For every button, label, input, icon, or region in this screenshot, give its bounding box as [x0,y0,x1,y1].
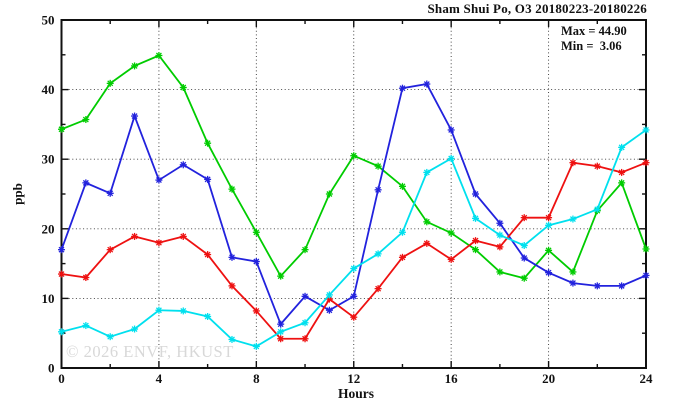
x-tick-labels: 0 4 8 12 16 20 24 [58,371,653,386]
y-axis-title: ppb [10,183,25,205]
series-red [58,159,650,343]
svg-text:12: 12 [347,371,360,386]
chart-title: Sham Shui Po, O3 20180223-20180226 [427,1,647,16]
svg-text:10: 10 [42,291,55,306]
series-cyan [58,126,650,350]
series-blue-markers [58,80,650,328]
series-cyan-markers [58,126,650,350]
max-label: Max = 44.90 [561,24,627,38]
svg-text:16: 16 [445,371,459,386]
svg-text:30: 30 [42,152,55,167]
svg-text:0: 0 [58,371,65,386]
svg-text:20: 20 [542,371,555,386]
max-min-annotation: Max = 44.90 Min = 3.06 [561,24,627,53]
y-tick-labels: 0 10 20 30 40 50 [42,13,55,376]
series-green [58,51,650,282]
series-red-markers [58,159,650,343]
svg-text:20: 20 [42,221,55,236]
min-label: Min = 3.06 [561,38,622,53]
svg-text:50: 50 [42,13,55,28]
svg-text:24: 24 [640,371,654,386]
series-blue [58,80,650,328]
series-green-markers [58,51,650,282]
svg-text:4: 4 [156,371,163,386]
watermark: © 2026 ENVF, HKUST [66,342,234,361]
svg-text:0: 0 [48,361,55,376]
plot-frame [60,19,647,369]
svg-text:40: 40 [42,82,55,97]
svg-text:8: 8 [253,371,260,386]
x-axis-title: Hours [337,386,374,401]
